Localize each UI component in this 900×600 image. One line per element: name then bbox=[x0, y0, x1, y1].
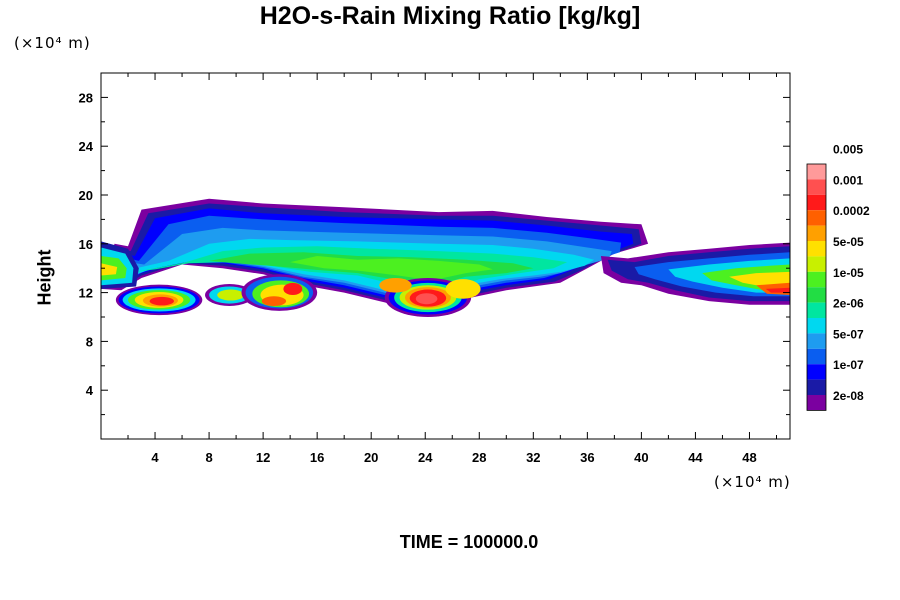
colorbar-swatch bbox=[807, 225, 826, 241]
colorbar: 2e-08 1e-07 5e-07 2e-06 1e-05 5e-05 0.0002 0.00… bbox=[806, 143, 870, 411]
colorbar-label: 5e-05 bbox=[833, 235, 864, 249]
x-tick-label: 36 bbox=[580, 450, 594, 465]
y-tick-label: 12 bbox=[79, 286, 93, 301]
colorbar-label: 2e-06 bbox=[833, 297, 864, 311]
colorbar-label: 0.005 bbox=[833, 143, 863, 157]
rain-cell-a-lime bbox=[217, 289, 245, 301]
colorbar-label: 1e-07 bbox=[833, 358, 864, 372]
x-axis-unit: (×10⁴ m) bbox=[714, 473, 791, 491]
y-tick-label: 16 bbox=[79, 237, 93, 252]
colorbar-label: 0.001 bbox=[833, 173, 863, 187]
rain-center-side-yellow bbox=[445, 279, 481, 299]
x-tick-label: 44 bbox=[688, 450, 703, 465]
rain-center-side-orange bbox=[379, 277, 412, 293]
y-tick-label: 4 bbox=[86, 383, 94, 398]
colorbar-swatch bbox=[807, 379, 826, 395]
colorbar-swatch bbox=[807, 287, 826, 303]
left-cloud-yellow bbox=[101, 263, 118, 276]
y-tick-label: 24 bbox=[79, 139, 94, 154]
time-label: TIME = 100000.0 bbox=[399, 532, 539, 552]
plot-frame bbox=[100, 72, 791, 440]
cloud-core-yellowgreen bbox=[290, 256, 493, 281]
colorbar-swatch bbox=[807, 318, 826, 334]
x-tick-label: 32 bbox=[526, 450, 540, 465]
chart-title: H2O-s-Rain Mixing Ratio [kg/kg] bbox=[259, 2, 641, 30]
colorbar-label: 5e-07 bbox=[833, 327, 864, 341]
x-tick-label: 24 bbox=[418, 450, 433, 465]
colorbar-label: 2e-08 bbox=[833, 389, 864, 403]
rain-cell-b-orange bbox=[261, 296, 287, 307]
colorbar-swatch bbox=[807, 395, 826, 411]
colorbar-swatch bbox=[807, 256, 826, 272]
colorbar-frame bbox=[806, 163, 827, 411]
rain-cell-b-red bbox=[283, 282, 303, 296]
colorbar-swatch bbox=[807, 210, 826, 226]
colorbar-swatch bbox=[807, 271, 826, 288]
colorbar-swatch bbox=[807, 333, 826, 349]
colorbar-label: 0.0002 bbox=[833, 204, 870, 218]
rain-left-red bbox=[149, 296, 174, 306]
x-tick-label: 4 bbox=[151, 450, 159, 465]
y-tick-label: 8 bbox=[86, 334, 93, 349]
contour-field bbox=[101, 198, 790, 318]
rain-center-salmon bbox=[415, 293, 438, 305]
colorbar-label: 1e-05 bbox=[833, 266, 864, 280]
y-axis-unit: (×10⁴ m) bbox=[14, 34, 91, 52]
right-cloud-red bbox=[765, 287, 790, 293]
x-tick-label: 40 bbox=[634, 450, 648, 465]
x-tick-label: 12 bbox=[256, 450, 270, 465]
colorbar-swatch bbox=[807, 348, 826, 365]
x-tick-label: 28 bbox=[472, 450, 486, 465]
right-cloud-yellow bbox=[729, 271, 790, 288]
colorbar-swatch bbox=[807, 164, 826, 180]
y-tick-label: 28 bbox=[79, 90, 93, 105]
colorbar-swatch bbox=[807, 194, 826, 211]
colorbar-swatch bbox=[807, 179, 826, 195]
colorbar-swatch bbox=[807, 302, 826, 318]
x-tick-label: 48 bbox=[742, 450, 756, 465]
x-tick-label: 16 bbox=[310, 450, 324, 465]
x-tick-label: 8 bbox=[205, 450, 212, 465]
x-tick-label: 20 bbox=[364, 450, 378, 465]
colorbar-swatch bbox=[807, 241, 826, 257]
colorbar-swatch bbox=[807, 364, 826, 380]
y-tick-label: 20 bbox=[79, 188, 93, 203]
